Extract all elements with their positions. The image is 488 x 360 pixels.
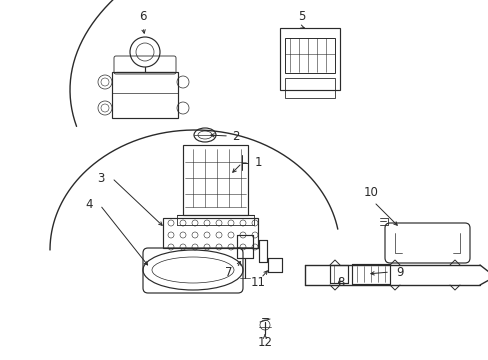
Bar	[285, 78, 334, 98]
Text: 6: 6	[139, 10, 146, 23]
Bar	[285, 38, 334, 73]
Bar	[183, 145, 247, 215]
Bar	[163, 218, 258, 248]
Text: 9: 9	[395, 266, 403, 279]
Text: 2: 2	[231, 130, 239, 143]
Text: 12: 12	[257, 337, 272, 350]
Text: 10: 10	[363, 186, 378, 199]
Bar	[280, 28, 339, 90]
Text: 4: 4	[85, 198, 93, 211]
Text: 3: 3	[98, 171, 105, 184]
Text: 1: 1	[254, 157, 262, 170]
Bar	[112, 72, 178, 118]
Text: 8: 8	[337, 276, 344, 289]
Text: 7: 7	[224, 266, 231, 279]
Text: 5: 5	[298, 10, 305, 23]
Text: 11: 11	[250, 275, 265, 288]
